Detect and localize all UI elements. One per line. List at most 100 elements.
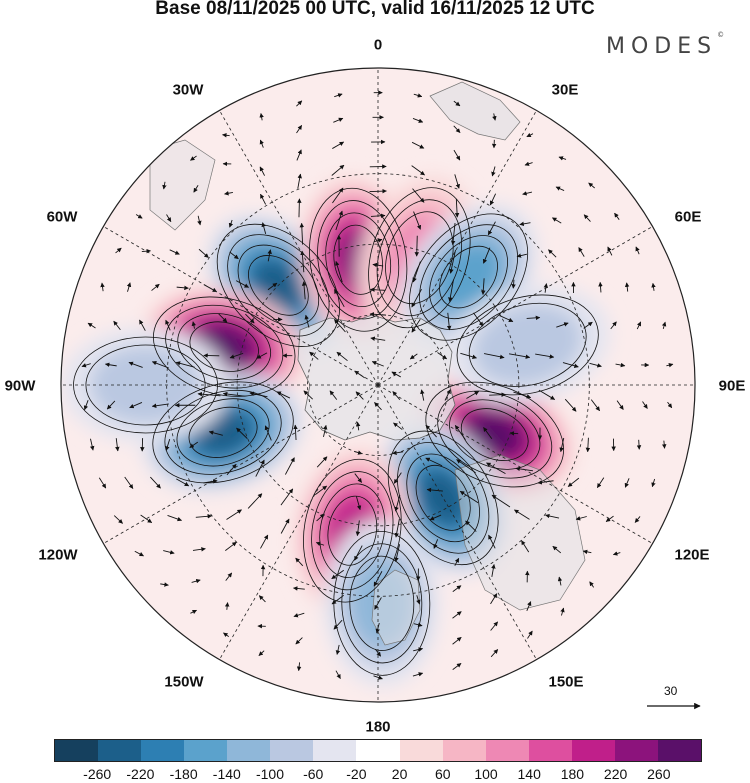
wind-vector [355, 421, 361, 431]
wind-vector [222, 391, 245, 397]
wind-vector [258, 650, 265, 656]
wind-vector [582, 549, 592, 555]
wind-vector [486, 462, 506, 475]
wind-vector [460, 352, 477, 359]
lon-label-150e: 150E [548, 673, 584, 691]
contour-pos-15e [368, 187, 471, 329]
wind-vector [222, 133, 230, 138]
wind-vector [558, 156, 567, 161]
wind-vector [564, 398, 577, 412]
wind-vector [208, 430, 223, 436]
wind-vector [304, 314, 310, 328]
contour-line [152, 381, 294, 484]
wind-vector [429, 514, 442, 521]
wind-vector [393, 472, 402, 484]
wind-vector [589, 581, 595, 588]
lon-label-0: 0 [373, 36, 383, 54]
wind-vector [192, 547, 206, 552]
australia-outline [454, 454, 586, 611]
wind-vector [411, 165, 425, 176]
colorbar-tick-label: 180 [560, 766, 585, 782]
wind-vector [481, 278, 486, 296]
wind-vector [151, 403, 169, 408]
colorbar-tick-label: -100 [255, 766, 285, 782]
wind-vector [135, 214, 143, 219]
wind-vector [511, 279, 516, 289]
wind-vector [189, 441, 199, 448]
contour-line [460, 408, 529, 461]
colorbar-tick-label: 60 [435, 766, 451, 782]
contour-line [429, 235, 508, 320]
wind-vector [651, 282, 656, 291]
wind-vector [552, 545, 562, 554]
wind-vector [372, 262, 384, 268]
wind-vector [224, 191, 233, 196]
wind-vector [261, 222, 267, 235]
wind-vector [588, 182, 595, 189]
wind-vector [197, 391, 221, 397]
wind-vector [551, 217, 562, 224]
wind-vector [284, 457, 295, 475]
reference-vector-label: 30 [664, 684, 678, 698]
wind-vector [412, 118, 424, 123]
wind-vector [509, 431, 519, 436]
wind-vector [336, 351, 348, 362]
wind-vector [163, 550, 175, 555]
wind-vector [557, 576, 563, 586]
wind-vector [331, 569, 345, 580]
wind-vector [453, 125, 461, 133]
colorbar-tick-label: -60 [303, 766, 324, 782]
wind-vector [634, 516, 641, 523]
wind-vector [335, 260, 343, 283]
wind-vector [176, 478, 190, 487]
wind-vector [413, 622, 423, 627]
contour-neg-85w [73, 336, 218, 434]
wind-vector [226, 509, 242, 520]
contour-line [376, 199, 463, 317]
wind-vector [412, 188, 425, 203]
wind-vector [556, 322, 569, 328]
colorbar-tick-label: 100 [474, 766, 498, 782]
wind-vector [329, 390, 338, 400]
wind-vector [295, 637, 303, 645]
wind-vector [624, 282, 630, 292]
contour-line [85, 344, 206, 426]
wind-vector [371, 360, 384, 367]
wind-vector [605, 515, 614, 522]
colorbar-segment [227, 740, 271, 761]
wind-vector [191, 321, 197, 329]
wind-vector [235, 280, 249, 288]
anomaly-neg-85w [61, 327, 230, 443]
contour-line [237, 244, 320, 327]
wind-vector [354, 473, 363, 483]
wind-vector [452, 662, 462, 671]
wind-vector [452, 585, 462, 593]
wind-vector [413, 211, 422, 230]
wind-vector [452, 611, 462, 619]
wind-vector [491, 166, 496, 177]
wind-vector [489, 193, 497, 206]
wind-vector [411, 288, 422, 308]
lon-label-90e: 90E [718, 377, 746, 395]
wind-vector [315, 485, 328, 495]
wind-vector [190, 155, 197, 161]
wind-vector [256, 352, 268, 359]
wind-vector [487, 221, 496, 236]
contour-line [468, 302, 587, 387]
colorbar-segment [184, 740, 228, 761]
wind-vector [545, 513, 560, 519]
wind-vector [124, 476, 134, 489]
wind-vector [128, 361, 143, 368]
wind-vector [391, 371, 401, 378]
wind-vector [491, 564, 496, 577]
wind-vector [236, 427, 248, 439]
colorbar-tick-label: -140 [212, 766, 241, 782]
wind-vector [106, 400, 116, 410]
contour-line [303, 458, 402, 603]
wind-vector [488, 534, 496, 549]
contour-line [152, 296, 296, 397]
wind-vector [280, 488, 294, 506]
wind-vector [316, 456, 328, 468]
wind-vector [413, 647, 424, 652]
contour-line [385, 211, 454, 305]
